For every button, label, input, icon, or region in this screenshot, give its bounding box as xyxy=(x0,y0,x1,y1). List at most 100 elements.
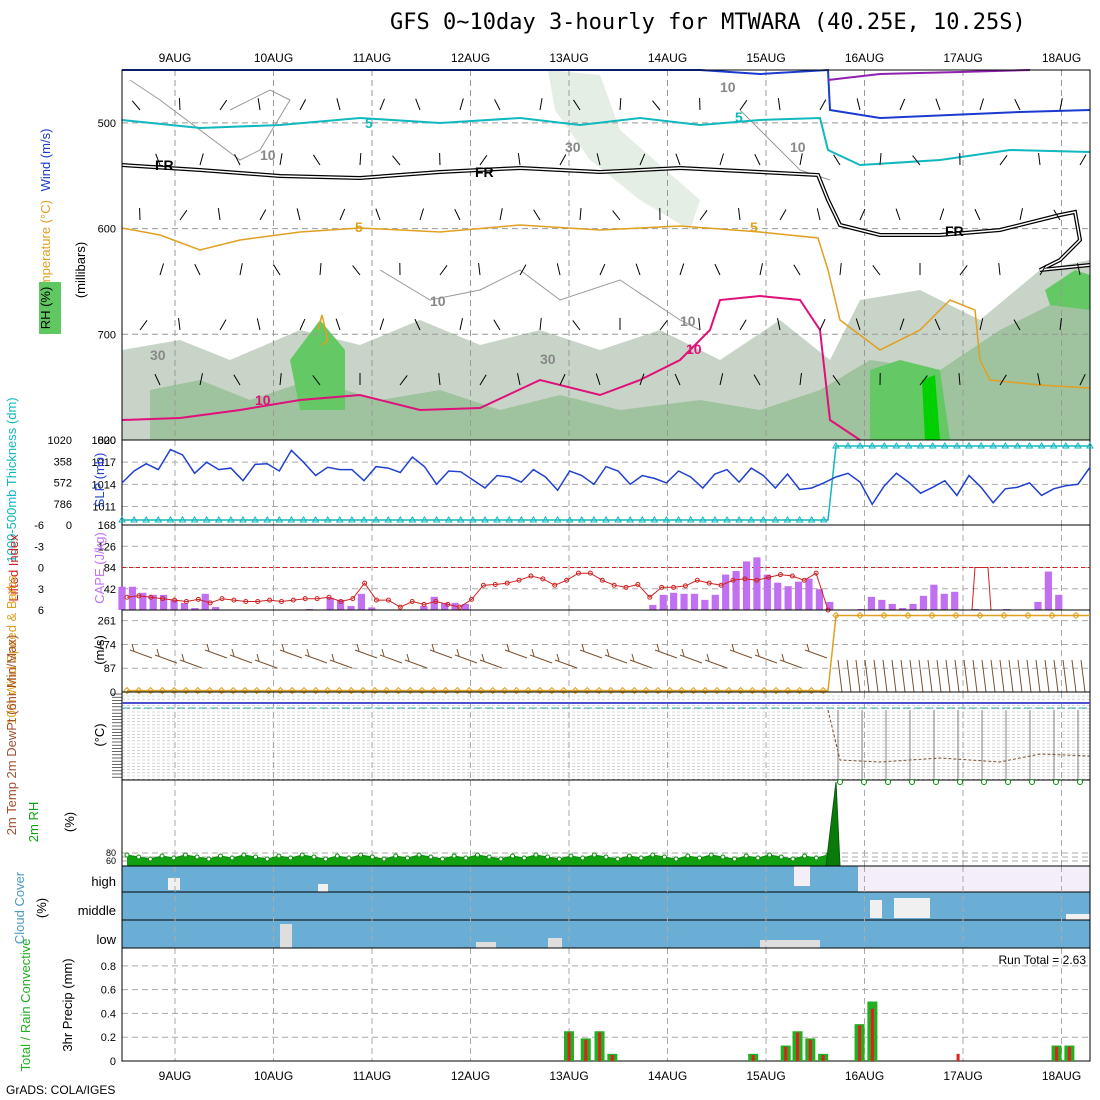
li-marker xyxy=(706,580,712,586)
rh2m-marker xyxy=(147,856,153,862)
wind-barb-10m xyxy=(1026,659,1032,693)
wind-barb xyxy=(779,209,787,221)
li-marker xyxy=(207,600,213,606)
wind-barb xyxy=(698,318,701,331)
rh-shade-2 xyxy=(548,70,700,230)
precip-tick: 0.4 xyxy=(101,1008,116,1020)
li-marker xyxy=(564,577,570,583)
wind-barb-10m xyxy=(1044,659,1050,693)
wind-barb xyxy=(559,154,567,166)
cape-bar xyxy=(732,571,740,610)
cloud-gap xyxy=(318,884,328,892)
li-marker xyxy=(504,580,510,586)
wind-barb xyxy=(839,263,842,276)
wind-barb xyxy=(739,319,747,331)
li-marker xyxy=(659,584,665,590)
ylabel-precip-units: 3hr Precip (mm) xyxy=(60,958,75,1051)
thickness-marker xyxy=(456,516,465,523)
wind-speed-marker xyxy=(583,686,591,695)
cape-bar xyxy=(722,574,730,610)
thickness-marker xyxy=(432,516,441,523)
wind-barb-10m-flag xyxy=(631,653,635,662)
thickness-marker xyxy=(989,442,998,449)
wind-barb-10m-flag xyxy=(331,653,335,662)
xtick-top-18AUG: 18AUG xyxy=(1042,51,1081,65)
rh2m-marker xyxy=(171,855,177,861)
xtick-bottom-10AUG: 10AUG xyxy=(254,1069,293,1083)
rh2m-marker xyxy=(194,854,200,860)
ylabel-cape: CAPE (J/kg) xyxy=(92,532,107,604)
rh2m-marker xyxy=(696,855,702,861)
li-marker xyxy=(635,582,641,587)
rh2m-marker-top xyxy=(1077,779,1083,785)
wind-barb xyxy=(1019,208,1023,221)
thickness-marker xyxy=(493,516,501,523)
xtick-bottom-18AUG: 18AUG xyxy=(1042,1069,1081,1083)
wind-barb-10m xyxy=(909,659,915,693)
wind-speed-marker xyxy=(701,686,709,695)
wind-speed-marker xyxy=(253,686,261,695)
thickness-marker xyxy=(819,516,828,523)
wind-barb xyxy=(478,263,481,276)
wind-barb-10m xyxy=(1053,659,1059,693)
footer-credit: GrADS: COLA/IGES xyxy=(6,1083,116,1097)
wind-barb-10m xyxy=(329,659,353,669)
wind-barb xyxy=(895,208,901,221)
wind-speed-marker xyxy=(642,686,650,695)
thickness-marker xyxy=(638,516,647,523)
thickness-marker xyxy=(348,516,356,523)
wind-barb-10m xyxy=(379,654,403,664)
wind-speed-marker xyxy=(288,686,296,695)
wind-barb-10m xyxy=(990,659,996,693)
li-marker xyxy=(766,574,772,580)
wind-barb-10m xyxy=(154,654,178,664)
wind-speed-marker xyxy=(784,686,792,695)
wind-barb-10m xyxy=(963,659,969,693)
li-marker xyxy=(552,582,558,588)
rh2m-marker xyxy=(603,854,609,860)
cape-bar xyxy=(305,608,313,610)
rh2m-marker xyxy=(778,854,784,860)
thickness-marker xyxy=(130,516,138,523)
wind-barb-10m-flag xyxy=(456,648,460,657)
rh2m-marker xyxy=(661,854,667,860)
thickness-marker xyxy=(166,516,175,523)
precip-conv-bar xyxy=(956,1053,960,1061)
wind-barb-10m xyxy=(954,659,960,693)
wind-barb xyxy=(273,264,281,276)
wind-barb xyxy=(899,98,906,111)
thickness-marker xyxy=(650,516,659,523)
wind-speed-marker xyxy=(1072,611,1080,620)
wind-barb xyxy=(257,98,261,111)
thickness-marker xyxy=(783,516,792,523)
wind-speed-marker xyxy=(418,686,426,695)
thickness-marker xyxy=(614,516,622,523)
wind-barb xyxy=(793,264,801,276)
rh2m-marker xyxy=(217,853,223,859)
wind-barb-10m xyxy=(229,654,253,664)
ylabel-precip: Total / Rain Convective xyxy=(18,939,33,1072)
xtick-top-12AUG: 12AUG xyxy=(451,51,490,65)
wind-barb-10m xyxy=(927,659,933,693)
wind-speed-marker xyxy=(335,686,344,695)
wind-barb xyxy=(414,318,421,331)
li-marker xyxy=(540,576,546,582)
li-marker xyxy=(267,597,273,603)
wind-barb xyxy=(739,99,748,111)
rh2m-marker-top xyxy=(885,779,891,785)
thickness-marker xyxy=(227,516,235,523)
wind-barb xyxy=(799,153,803,166)
cloud-level-label: high xyxy=(91,874,116,889)
wind-barb xyxy=(539,318,542,331)
rh2m-marker xyxy=(404,855,410,861)
cape-bar xyxy=(659,594,667,610)
wind-barb xyxy=(652,100,661,111)
wind-barb xyxy=(674,373,681,386)
thickness-marker xyxy=(275,516,284,523)
rh2m-marker xyxy=(568,853,574,859)
thickness-tick: 0 xyxy=(66,520,72,532)
thickness-marker xyxy=(541,516,550,523)
wind-barb-10m xyxy=(604,654,628,664)
cloud-level-label: middle xyxy=(78,903,116,918)
wind-barb xyxy=(759,263,763,276)
